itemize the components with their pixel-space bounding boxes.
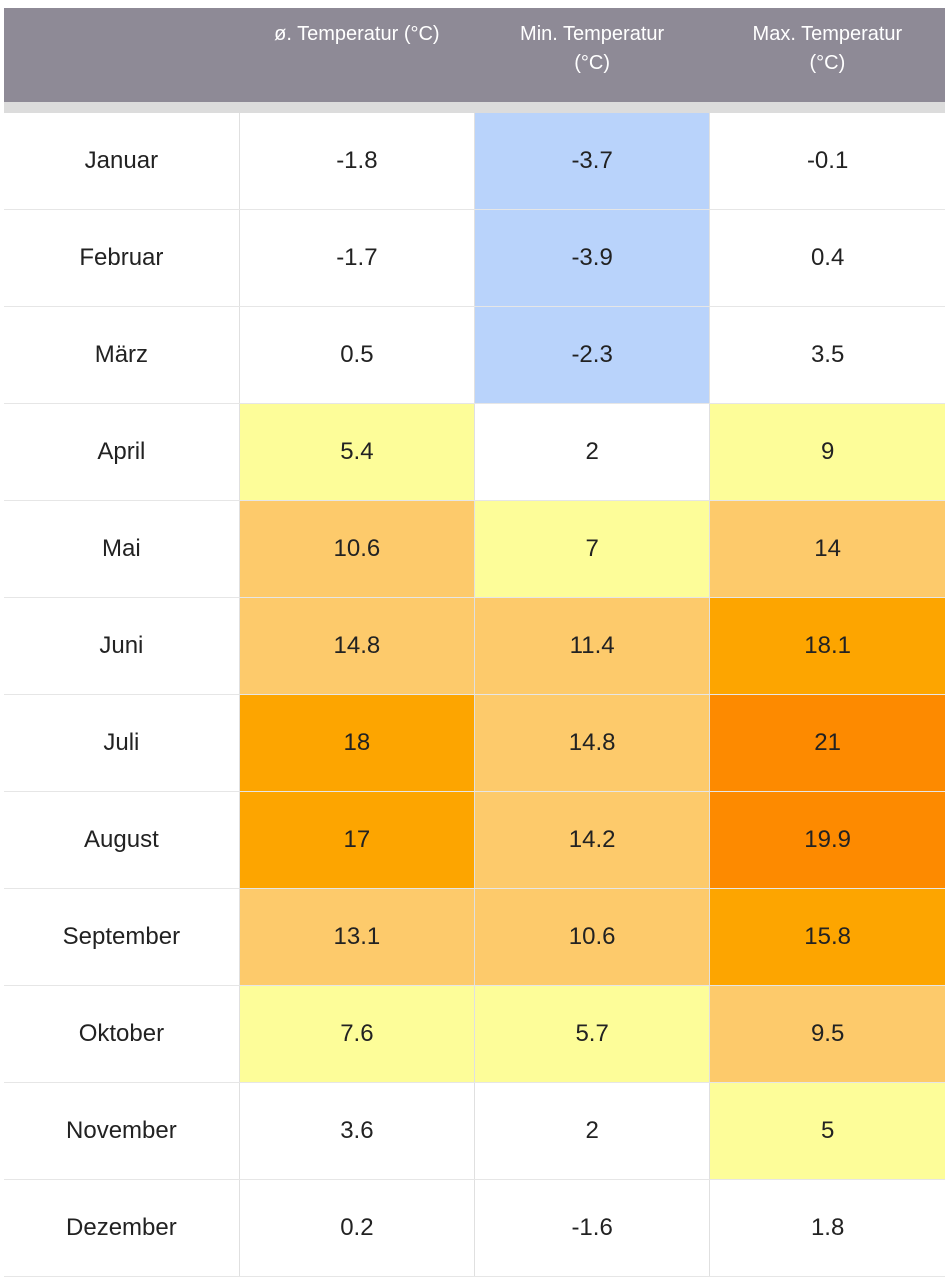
temperature-cell: 10.6 bbox=[474, 888, 711, 986]
separator bbox=[4, 102, 945, 113]
table-row: Dezember 0.2 -1.6 1.8 bbox=[4, 1179, 945, 1277]
climate-table-container: ø. Temperatur (°C) Min. Temperatur (°C) … bbox=[4, 8, 945, 1277]
table-body: Januar -1.8 -3.7 -0.1 Februar -1.7 -3.9 0.4 März… bbox=[4, 102, 945, 1277]
temperature-cell: 19.9 bbox=[709, 791, 945, 889]
table-row: Februar -1.7 -3.9 0.4 bbox=[4, 209, 945, 307]
temperature-cell: 3.6 bbox=[239, 1082, 476, 1180]
temperature-cell: 14.8 bbox=[474, 694, 711, 792]
table-row: April 5.4 2 9 bbox=[4, 403, 945, 501]
month-cell: April bbox=[4, 403, 240, 501]
temperature-cell: -1.8 bbox=[239, 113, 476, 210]
month-cell: September bbox=[4, 888, 240, 986]
temperature-cell: 9.5 bbox=[709, 985, 945, 1083]
temperature-cell: 15.8 bbox=[709, 888, 945, 986]
temperature-cell: 2 bbox=[474, 1082, 711, 1180]
month-cell: Mai bbox=[4, 500, 240, 598]
table-row: Juni 14.8 11.4 18.1 bbox=[4, 597, 945, 695]
separator-cell bbox=[4, 102, 945, 113]
header-text: Min. Temperatur (°C) bbox=[520, 23, 665, 74]
temperature-cell: 7.6 bbox=[239, 985, 476, 1083]
month-cell: November bbox=[4, 1082, 240, 1180]
climate-table: ø. Temperatur (°C) Min. Temperatur (°C) … bbox=[4, 8, 945, 1277]
temperature-cell: 1.8 bbox=[709, 1179, 945, 1277]
temperature-cell: 5.4 bbox=[239, 403, 476, 501]
temperature-cell: 7 bbox=[474, 500, 711, 598]
temperature-cell: 11.4 bbox=[474, 597, 711, 695]
temperature-cell: -2.3 bbox=[474, 306, 711, 404]
temperature-cell: 5 bbox=[709, 1082, 945, 1180]
header-cell bbox=[4, 8, 240, 102]
temperature-cell: -0.1 bbox=[709, 113, 945, 210]
month-cell: März bbox=[4, 306, 240, 404]
temperature-cell: -1.7 bbox=[239, 209, 476, 307]
table-row: Juli 18 14.8 21 bbox=[4, 694, 945, 792]
month-cell: Dezember bbox=[4, 1179, 240, 1277]
temperature-cell: 14 bbox=[709, 500, 945, 598]
table-row: Januar -1.8 -3.7 -0.1 bbox=[4, 113, 945, 210]
temperature-cell: 0.5 bbox=[239, 306, 476, 404]
month-cell: Oktober bbox=[4, 985, 240, 1083]
header-row: ø. Temperatur (°C) Min. Temperatur (°C) … bbox=[4, 8, 945, 102]
month-cell: Februar bbox=[4, 209, 240, 307]
temperature-cell: 18.1 bbox=[709, 597, 945, 695]
month-cell: Januar bbox=[4, 113, 240, 210]
table-row: November 3.6 2 5 bbox=[4, 1082, 945, 1180]
temperature-cell: 14.8 bbox=[239, 597, 476, 695]
month-cell: August bbox=[4, 791, 240, 889]
temperature-cell: 18 bbox=[239, 694, 476, 792]
header-text: ø. Temperatur (°C) bbox=[274, 23, 440, 45]
temperature-cell: 2 bbox=[474, 403, 711, 501]
table-row: September 13.1 10.6 15.8 bbox=[4, 888, 945, 986]
temperature-cell: 10.6 bbox=[239, 500, 476, 598]
table-row: Oktober 7.6 5.7 9.5 bbox=[4, 985, 945, 1083]
temperature-cell: -3.7 bbox=[474, 113, 711, 210]
temperature-cell: -1.6 bbox=[474, 1179, 711, 1277]
temperature-cell: -3.9 bbox=[474, 209, 711, 307]
temperature-cell: 3.5 bbox=[709, 306, 945, 404]
month-cell: Juli bbox=[4, 694, 240, 792]
temperature-cell: 0.4 bbox=[709, 209, 945, 307]
temperature-cell: 13.1 bbox=[239, 888, 476, 986]
temperature-cell: 9 bbox=[709, 403, 945, 501]
table-row: August 17 14.2 19.9 bbox=[4, 791, 945, 889]
header-cell: Min. Temperatur (°C) bbox=[474, 8, 710, 102]
header-cell: Max. Temperatur (°C) bbox=[709, 8, 945, 102]
header-text: Max. Temperatur (°C) bbox=[752, 23, 903, 74]
temperature-cell: 17 bbox=[239, 791, 476, 889]
header-cell: ø. Temperatur (°C) bbox=[239, 8, 475, 102]
table-row: Mai 10.6 7 14 bbox=[4, 500, 945, 598]
temperature-cell: 14.2 bbox=[474, 791, 711, 889]
temperature-cell: 21 bbox=[709, 694, 945, 792]
month-cell: Juni bbox=[4, 597, 240, 695]
temperature-cell: 5.7 bbox=[474, 985, 711, 1083]
table-row: März 0.5 -2.3 3.5 bbox=[4, 306, 945, 404]
temperature-cell: 0.2 bbox=[239, 1179, 476, 1277]
